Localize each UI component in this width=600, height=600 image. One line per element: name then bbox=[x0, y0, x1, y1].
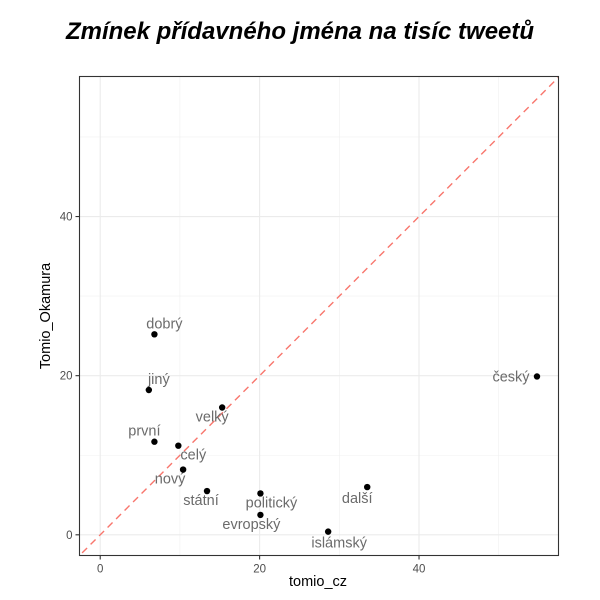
data-point bbox=[145, 386, 153, 394]
point-label: další bbox=[342, 491, 373, 507]
major-gridlines bbox=[79, 76, 559, 556]
y-tick-label: 0 bbox=[66, 530, 72, 542]
x-tick-label: 20 bbox=[253, 564, 266, 576]
point-labels: dobrý jiný velký první celý nový státní politic… bbox=[128, 316, 530, 551]
data-point bbox=[151, 331, 158, 338]
data-point bbox=[179, 466, 187, 473]
y-tick-label: 40 bbox=[60, 212, 73, 224]
data-points bbox=[145, 331, 541, 535]
point-label: evropský bbox=[222, 517, 281, 533]
point-label: jiný bbox=[147, 372, 171, 388]
chart-title: Zmínek přídavného jména na tisíc tweetů bbox=[65, 18, 535, 45]
point-label: státní bbox=[183, 493, 218, 509]
point-label: první bbox=[128, 424, 160, 440]
data-point bbox=[533, 373, 541, 380]
data-point bbox=[151, 438, 158, 445]
data-point bbox=[218, 404, 226, 411]
point-label: dobrý bbox=[146, 316, 183, 332]
point-label: celý bbox=[180, 448, 207, 464]
minor-gridlines bbox=[79, 76, 559, 556]
x-tick-label: 0 bbox=[97, 564, 103, 576]
x-tick-label: 40 bbox=[413, 564, 426, 576]
data-point bbox=[364, 483, 371, 491]
point-label: velký bbox=[196, 410, 230, 426]
point-label: nový bbox=[155, 472, 186, 488]
panel-border bbox=[78, 75, 560, 557]
point-label: český bbox=[492, 369, 530, 385]
data-point bbox=[257, 490, 264, 497]
data-point bbox=[203, 487, 211, 495]
y-tick-label: 20 bbox=[60, 371, 73, 383]
point-label: politický bbox=[246, 495, 298, 511]
diagonal-reference-line bbox=[79, 76, 558, 555]
x-axis-label: tomio_cz bbox=[288, 574, 348, 590]
data-point bbox=[324, 528, 332, 535]
axis-ticks: 0 20 40 0 20 40 bbox=[60, 212, 426, 576]
data-point bbox=[257, 511, 264, 519]
point-label: islámský bbox=[311, 536, 367, 552]
data-point bbox=[175, 442, 182, 449]
